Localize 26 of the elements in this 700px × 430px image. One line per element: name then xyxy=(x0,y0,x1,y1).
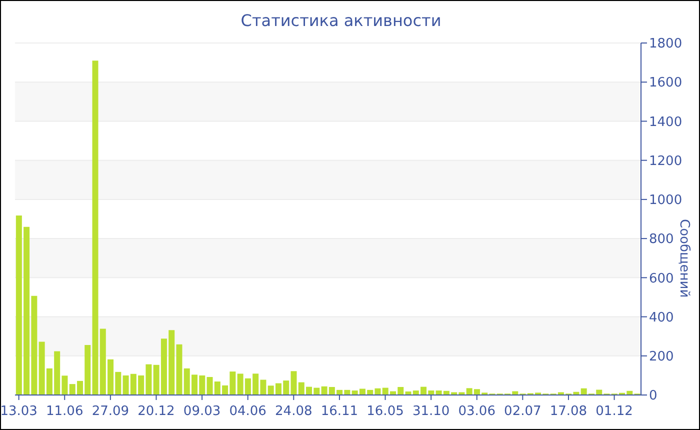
x-tick-label: 31.10 xyxy=(412,404,450,419)
x-tick-label: 16.05 xyxy=(366,404,404,419)
y-tick-label: 400 xyxy=(649,310,674,326)
y-tick-label: 1800 xyxy=(649,36,682,52)
y-tick-label: 1200 xyxy=(649,154,682,169)
y-tick-label: 0 xyxy=(649,388,658,404)
x-tick-label: 24.08 xyxy=(275,404,312,419)
y-axis-title: Сообщений xyxy=(676,219,692,298)
x-tick-label: 16.11 xyxy=(320,404,358,419)
x-tick-label: 11.06 xyxy=(46,404,84,419)
x-tick-label: 09.03 xyxy=(183,404,221,419)
y-tick-label: 1000 xyxy=(649,193,682,208)
x-tick-label: 13.03 xyxy=(0,404,38,419)
y-tick-label: 1600 xyxy=(649,76,682,91)
x-tick-label: 17.08 xyxy=(550,404,588,419)
y-tick-label: 600 xyxy=(649,271,674,286)
x-tick-label: 20.12 xyxy=(138,404,175,419)
y-tick-label: 200 xyxy=(649,350,674,365)
x-tick-label: 01.12 xyxy=(596,404,633,419)
x-tick-label: 03.06 xyxy=(458,404,496,419)
x-tick-label: 27.09 xyxy=(92,404,130,419)
chart-title: Статистика активности xyxy=(240,10,442,31)
x-tick-label: 04.06 xyxy=(229,404,266,419)
x-tick-label: 02.07 xyxy=(504,404,542,419)
y-tick-label: 1400 xyxy=(649,114,682,130)
y-tick-label: 800 xyxy=(649,232,674,248)
